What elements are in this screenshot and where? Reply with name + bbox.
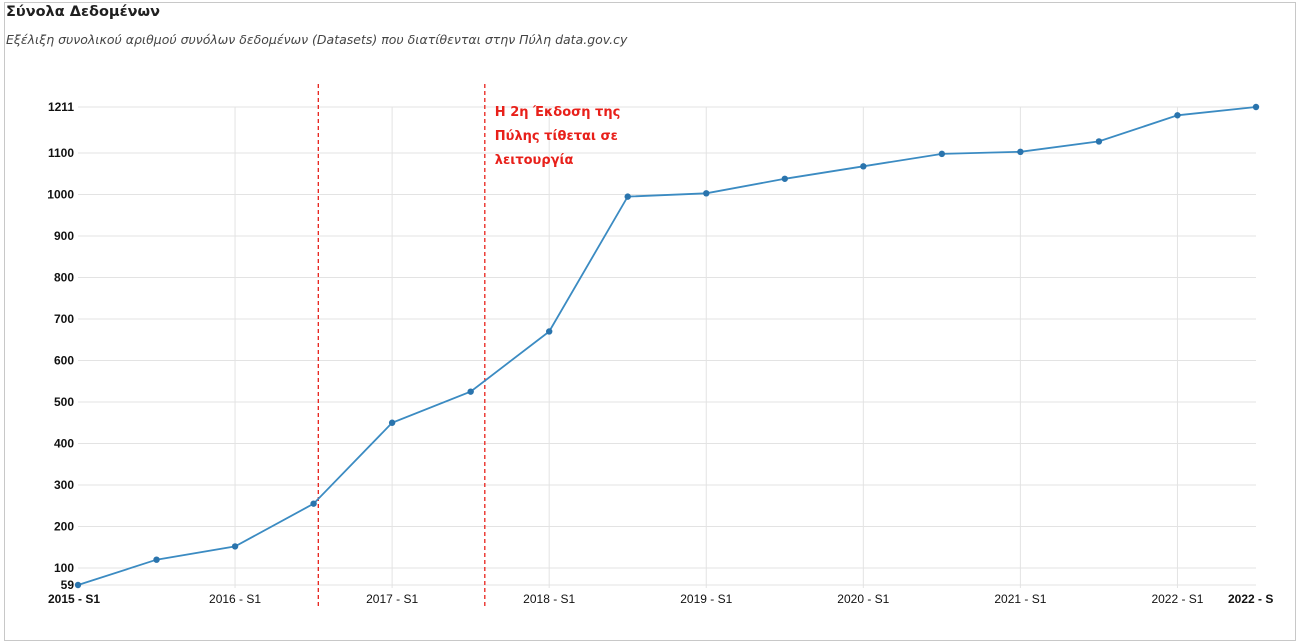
x-tick-label: 2022 - S: [1228, 592, 1273, 606]
x-tick-label: 2022 - S1: [1151, 592, 1203, 606]
x-tick-label: 2016 - S1: [209, 592, 261, 606]
data-point: [703, 190, 709, 196]
data-point: [1017, 149, 1023, 155]
data-point: [153, 556, 159, 562]
series-line: [78, 107, 1256, 585]
data-point: [389, 420, 395, 426]
data-point: [1096, 138, 1102, 144]
y-tick-label: 300: [54, 478, 74, 492]
data-point: [232, 543, 238, 549]
y-tick-label: 1100: [48, 146, 74, 160]
data-point: [546, 328, 552, 334]
x-tick-label: 2017 - S1: [366, 592, 418, 606]
y-tick-label: 400: [54, 437, 74, 451]
x-tick-label: 2021 - S1: [994, 592, 1046, 606]
data-point: [860, 163, 866, 169]
milestone-annotation-line: λειτουργία: [495, 153, 574, 168]
data-point: [625, 193, 631, 199]
y-tick-label: 200: [54, 519, 74, 533]
data-point: [310, 500, 316, 506]
data-point: [1253, 104, 1259, 110]
x-tick-label: 2019 - S1: [680, 592, 732, 606]
y-tick-label: 1211: [48, 100, 74, 114]
y-tick-label: 900: [54, 229, 74, 243]
x-tick-label: 2018 - S1: [523, 592, 575, 606]
data-point: [1174, 112, 1180, 118]
data-point: [467, 388, 473, 394]
y-tick-label: 800: [54, 271, 74, 285]
milestone-annotation-line: Η 2η Έκδοση της: [495, 105, 621, 120]
y-tick-label: 600: [54, 354, 74, 368]
data-point: [939, 151, 945, 157]
data-point: [782, 176, 788, 182]
milestone-annotation-line: Πύλης τίθεται σε: [495, 129, 618, 144]
data-point: [75, 582, 81, 588]
x-tick-label: 2020 - S1: [837, 592, 889, 606]
x-tick-label: 2015 - S1: [48, 592, 100, 606]
y-tick-label: 59: [61, 578, 75, 592]
y-tick-label: 500: [54, 395, 74, 409]
y-tick-label: 100: [54, 561, 74, 575]
y-tick-label: 700: [54, 312, 74, 326]
y-tick-label: 1000: [47, 188, 74, 202]
